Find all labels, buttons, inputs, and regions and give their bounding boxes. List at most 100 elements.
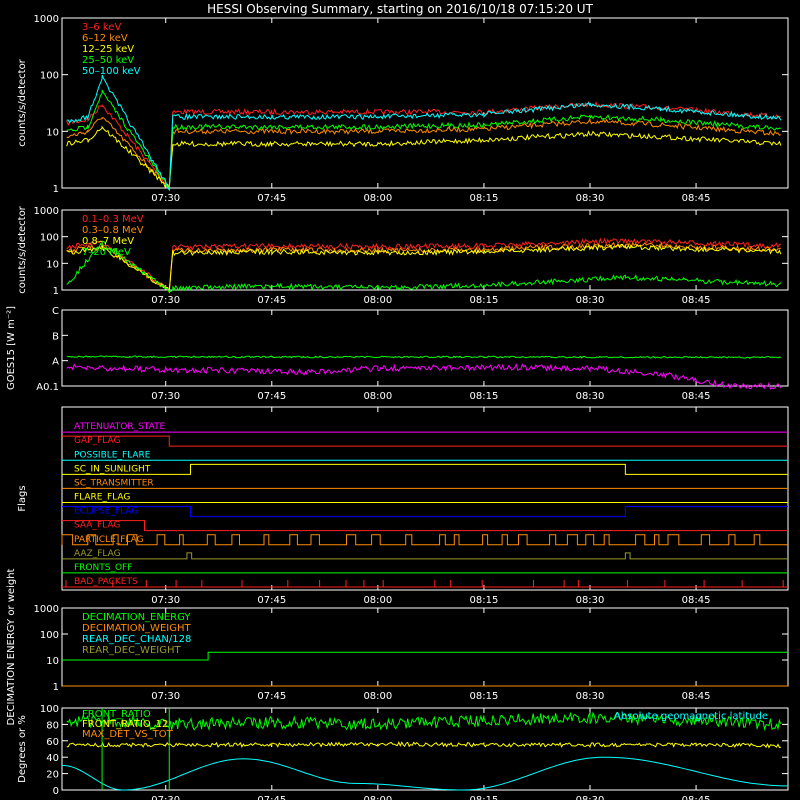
y-tick-label: 1000 bbox=[34, 206, 59, 217]
x-tick-label: 08:15 bbox=[470, 295, 499, 306]
flag-label: GAP_FLAG bbox=[74, 436, 120, 446]
panel6-frame bbox=[61, 707, 789, 791]
flag-label: BAD_PACKETS bbox=[74, 577, 138, 587]
annotation-geomagnetic-latitude: Absolute geomagnetic latitude bbox=[614, 711, 768, 722]
y-tick-label: 40 bbox=[46, 753, 59, 764]
flag-label: POSSIBLE_FLARE bbox=[74, 450, 151, 460]
x-tick-label: 08:00 bbox=[363, 391, 392, 402]
y-tick-label: 100 bbox=[40, 704, 59, 715]
flag-trace bbox=[62, 520, 788, 532]
x-tick-label: 07:45 bbox=[257, 595, 286, 606]
panel5-series-line bbox=[62, 651, 788, 661]
x-tick-label: 07:45 bbox=[257, 691, 286, 702]
flag-label: AAZ_FLAG bbox=[74, 549, 121, 559]
y-tick-label: 10 bbox=[46, 259, 59, 270]
panel6-legend-entry: FRONT_RATIO_12 bbox=[82, 719, 168, 730]
panel6-axes: 07:30 07:45 08:00 08:15 08:30 08:45 bbox=[61, 707, 789, 800]
panel1-frame bbox=[61, 17, 789, 189]
x-tick-label: 08:15 bbox=[470, 795, 499, 800]
flag-label: ECLIPSE_FLAG bbox=[74, 507, 138, 517]
x-tick-label: 07:30 bbox=[151, 295, 180, 306]
y-tick-label: 60 bbox=[46, 737, 59, 748]
panel2-legend-entry: 7–20 MeV bbox=[82, 247, 131, 258]
x-tick-label: 08:30 bbox=[576, 595, 605, 606]
panel3-series-line bbox=[66, 362, 782, 390]
flag-label: FLARE_FLAG bbox=[74, 493, 130, 503]
panel2-series-line bbox=[66, 240, 782, 294]
panel1-legend-entry: 6–12 keV bbox=[82, 33, 128, 44]
y-tick-label: 100 bbox=[40, 71, 59, 82]
x-tick-label: 08:15 bbox=[470, 193, 499, 204]
flag-trace bbox=[62, 552, 788, 560]
panel2-legend-entry: 0.8–7 MeV bbox=[82, 236, 134, 247]
panel3-ylabel: GOES15 [W m⁻²] bbox=[6, 306, 17, 390]
panel2-legend-entry: 0.3–0.8 MeV bbox=[82, 225, 144, 236]
flag-label: SAA_FLAG bbox=[74, 521, 120, 531]
x-tick-label: 07:45 bbox=[257, 795, 286, 800]
panel4-frame bbox=[61, 406, 789, 591]
x-tick-label: 07:30 bbox=[151, 193, 180, 204]
panel1-legend-entry: 25–50 keV bbox=[82, 55, 134, 66]
y-tick-label: 10 bbox=[46, 656, 59, 667]
x-tick-label: 08:30 bbox=[576, 193, 605, 204]
x-tick-label: 08:00 bbox=[363, 595, 392, 606]
y-tick-label: 1000 bbox=[34, 604, 59, 615]
panel3-series-line bbox=[66, 355, 782, 359]
panel5-legend-entry: DECIMATION_ENERGY bbox=[82, 612, 191, 623]
x-tick-label: 08:15 bbox=[470, 391, 499, 402]
x-tick-label: 07:45 bbox=[257, 391, 286, 402]
x-tick-label: 08:00 bbox=[363, 795, 392, 800]
panel6-series-line bbox=[66, 741, 782, 749]
x-tick-label: 08:45 bbox=[682, 295, 711, 306]
y-tick-label: 100 bbox=[40, 630, 59, 641]
flag-trace bbox=[62, 580, 788, 588]
flag-trace bbox=[61, 534, 788, 546]
x-tick-label: 08:45 bbox=[682, 391, 711, 402]
y-tick-label: A bbox=[52, 357, 59, 368]
panel5-legend-entry: REAR_DEC_CHAN/128 bbox=[82, 634, 191, 645]
x-tick-label: 07:30 bbox=[151, 691, 180, 702]
panel6-series-line bbox=[62, 756, 788, 791]
x-tick-label: 08:45 bbox=[682, 795, 711, 800]
panel2-legend-entry: 0.1–0.3 MeV bbox=[82, 214, 144, 225]
y-tick-label: 80 bbox=[46, 720, 59, 731]
flag-label: PARTICLE_FLAG bbox=[74, 535, 144, 545]
flag-trace bbox=[62, 506, 788, 518]
x-tick-label: 08:15 bbox=[470, 691, 499, 702]
panel4-ylabel: Flags bbox=[17, 485, 28, 511]
panel4-axes: 07:30 07:45 08:00 08:15 08:30 08:45 bbox=[61, 406, 789, 606]
panel6-legend-entry: MAX_DET_VS_TOT bbox=[82, 729, 174, 740]
y-tick-label: 20 bbox=[46, 770, 59, 781]
x-tick-label: 08:15 bbox=[470, 595, 499, 606]
panel1-series-line bbox=[66, 74, 782, 192]
panel1-series-line bbox=[66, 125, 782, 190]
x-tick-label: 08:00 bbox=[363, 691, 392, 702]
x-tick-label: 08:45 bbox=[682, 595, 711, 606]
x-tick-label: 07:30 bbox=[151, 391, 180, 402]
x-tick-label: 07:30 bbox=[151, 795, 180, 800]
y-tick-label: 1 bbox=[53, 286, 59, 297]
flag-label: ATTENUATOR_STATE bbox=[74, 422, 166, 432]
x-tick-label: 08:00 bbox=[363, 193, 392, 204]
panel2-series-line bbox=[66, 243, 782, 293]
flag-trace bbox=[62, 435, 788, 447]
panel1-legend-entry: 12–25 keV bbox=[82, 44, 134, 55]
panel1-axes: 07:30 07:45 08:00 08:15 08:30 08:45 bbox=[61, 17, 789, 204]
panel2-frame bbox=[61, 209, 789, 291]
panel2-ylabel: counts/s/detector bbox=[17, 205, 28, 293]
panel1-legend-entry: 3–6 keV bbox=[82, 22, 121, 33]
panel6-legend-entry: FRONT_RATIO bbox=[82, 709, 151, 720]
y-tick-label: A0.1 bbox=[36, 382, 59, 393]
y-tick-label: C bbox=[52, 306, 59, 317]
panel5-legend-entry: REAR_DEC_WEIGHT bbox=[82, 645, 181, 656]
y-tick-label: B bbox=[52, 331, 59, 342]
figure-title: HESSI Observing Summary, starting on 201… bbox=[207, 2, 593, 16]
panel2-series-line bbox=[66, 237, 781, 292]
panel1-series-line bbox=[66, 89, 781, 190]
panel1-legend-entry: 50–100 keV bbox=[82, 66, 141, 77]
panel6-ylabel: Degrees or % bbox=[17, 715, 28, 783]
flag-label: SC_TRANSMITTER bbox=[74, 478, 154, 488]
panel3-axes: 07:30 07:45 08:00 08:15 08:30 08:45 bbox=[61, 309, 789, 402]
panel5-legend-entry: DECIMATION_WEIGHT bbox=[82, 623, 191, 634]
y-tick-label: 1 bbox=[53, 682, 59, 693]
